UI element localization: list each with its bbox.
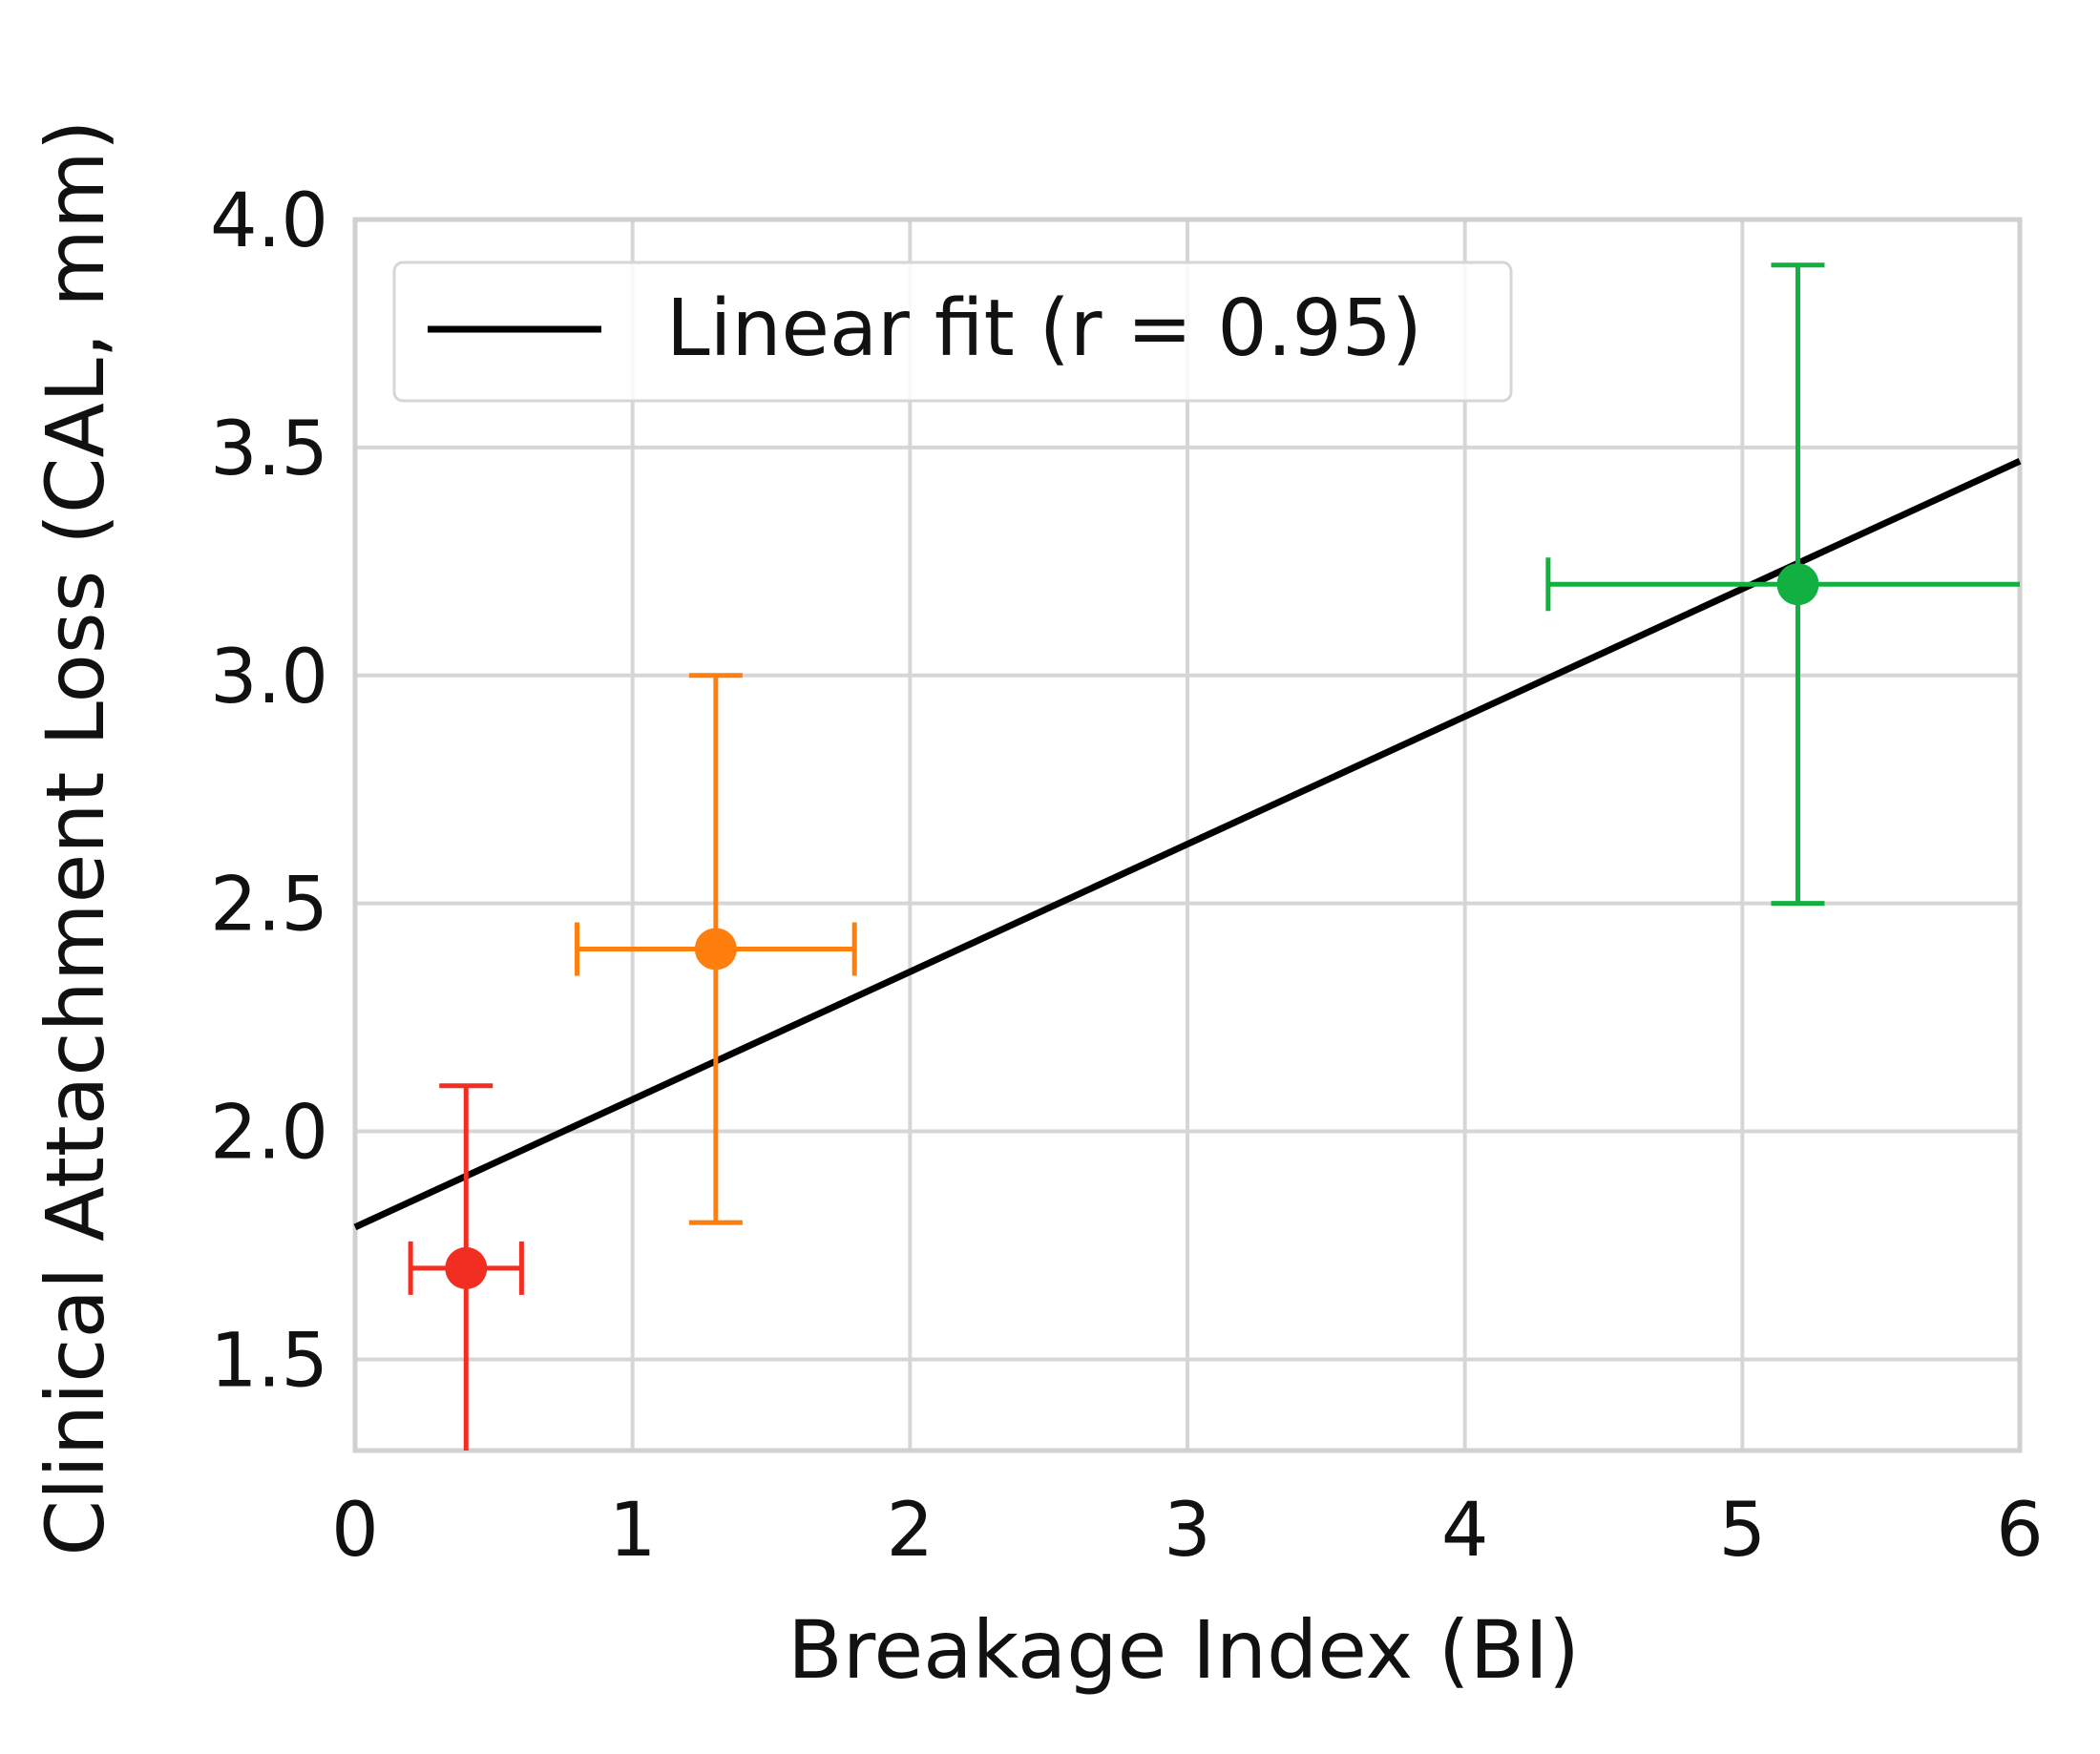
x-axis-title: Breakage Index (BI) bbox=[788, 1603, 1580, 1697]
y-tick-label: 3.0 bbox=[210, 635, 328, 720]
data-point-group bbox=[1545, 262, 2020, 907]
grid-lines bbox=[353, 218, 2022, 1451]
x-tick-label: 4 bbox=[1441, 1488, 1489, 1574]
fit-line-layer bbox=[353, 458, 2022, 1231]
x-tick-label: 6 bbox=[1996, 1488, 2044, 1574]
legend-label-fit-line: Linear fit (r = 0.95) bbox=[666, 283, 1422, 374]
x-tick-label: 2 bbox=[887, 1488, 934, 1574]
y-tick-labels: 1.5 2.0 2.5 3.0 3.5 4.0 bbox=[210, 178, 328, 1404]
y-tick-label: 3.5 bbox=[210, 407, 328, 492]
x-tick-label: 5 bbox=[1719, 1488, 1767, 1574]
x-tick-label: 3 bbox=[1164, 1488, 1211, 1574]
y-tick-label: 2.5 bbox=[210, 863, 328, 949]
data-point-group bbox=[408, 1083, 524, 1451]
data-point-marker bbox=[1776, 563, 1819, 606]
x-tick-labels: 0 1 2 3 4 5 6 bbox=[331, 1488, 2044, 1574]
data-points bbox=[408, 262, 2020, 1451]
y-tick-label: 1.5 bbox=[210, 1318, 328, 1404]
legend: Linear fit (r = 0.95) bbox=[392, 261, 1513, 403]
plot-frame bbox=[352, 217, 2023, 1453]
x-tick-label: 0 bbox=[331, 1488, 379, 1574]
x-tick-label: 1 bbox=[609, 1488, 657, 1574]
legend-box bbox=[392, 261, 1513, 403]
fit-line bbox=[353, 458, 2022, 1231]
data-point-marker bbox=[445, 1246, 488, 1289]
data-point-marker bbox=[694, 928, 737, 971]
y-axis-title: Clinical Attachment Loss (CAL, mm) bbox=[29, 119, 122, 1556]
y-tick-label: 2.0 bbox=[210, 1091, 328, 1177]
data-point-group bbox=[575, 673, 857, 1225]
y-tick-label: 4.0 bbox=[210, 178, 328, 264]
